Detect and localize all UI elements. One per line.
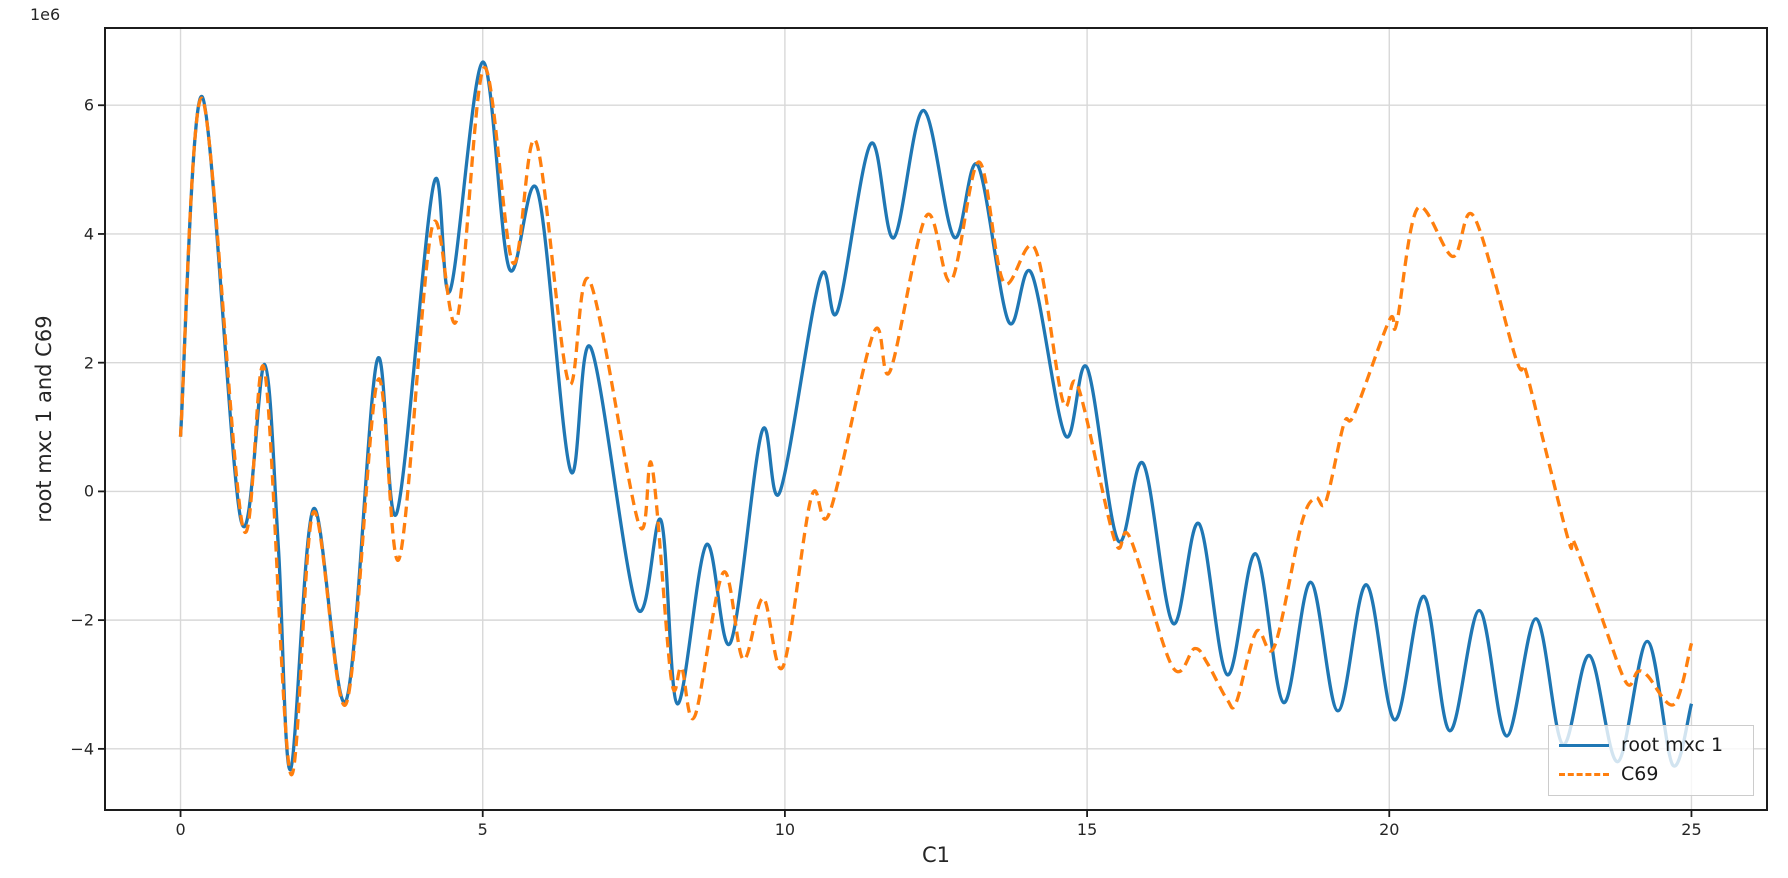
x-tick-label: 10 bbox=[774, 820, 796, 839]
series-line-C69 bbox=[178, 66, 1694, 777]
y-tick-label: −4 bbox=[70, 739, 94, 759]
y-tick-label: −2 bbox=[70, 610, 94, 630]
legend-label: C69 bbox=[1621, 763, 1659, 785]
y-tick-label: 0 bbox=[83, 481, 94, 501]
plot-border bbox=[104, 27, 1768, 811]
legend: root mxc 1 C69 bbox=[1548, 725, 1754, 796]
legend-entry: root mxc 1 bbox=[1549, 731, 1723, 759]
x-axis-label: C1 bbox=[921, 843, 951, 867]
x-tick-label: 25 bbox=[1681, 820, 1702, 839]
x-tick-label: 15 bbox=[1076, 820, 1098, 839]
series-line-root-mxc-1 bbox=[178, 60, 1694, 772]
legend-line-sample-dashed bbox=[1559, 772, 1609, 776]
legend-label: root mxc 1 bbox=[1621, 734, 1724, 756]
y-tick-label: 2 bbox=[83, 353, 94, 373]
y-axis-label: root mxc 1 and C69 bbox=[32, 315, 56, 523]
x-tick-label: 20 bbox=[1379, 820, 1400, 839]
x-tick-label: 5 bbox=[477, 820, 488, 839]
legend-line-sample-solid bbox=[1559, 743, 1609, 747]
legend-entry: C69 bbox=[1549, 760, 1658, 788]
y-axis-offset-text: 1e6 bbox=[30, 5, 61, 24]
y-tick-label: 6 bbox=[83, 95, 94, 115]
x-tick-label: 0 bbox=[175, 820, 186, 839]
y-tick-label: 4 bbox=[83, 224, 94, 244]
